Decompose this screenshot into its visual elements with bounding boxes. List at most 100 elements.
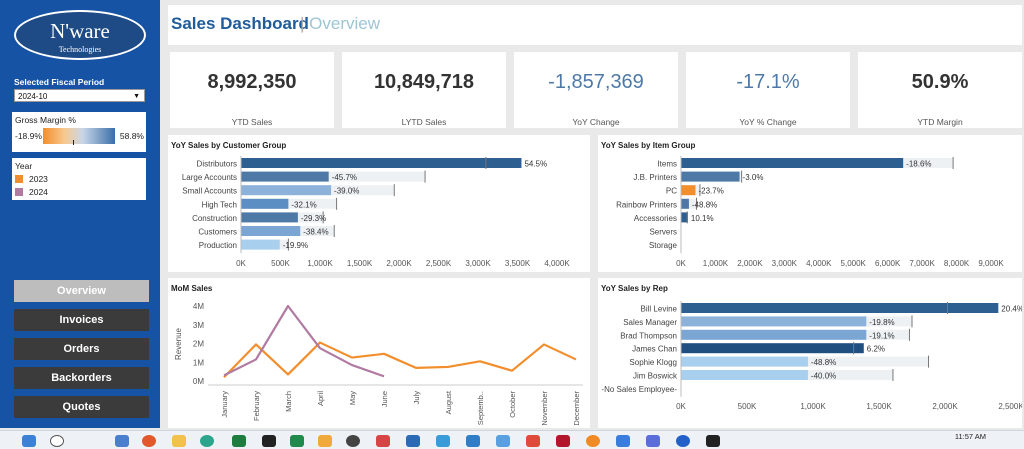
- logo-sub: Technologies: [58, 45, 102, 54]
- x-tick-label: 1,000K: [307, 259, 333, 268]
- app-icon[interactable]: [646, 435, 660, 447]
- chevron-down-icon: ▼: [133, 93, 140, 100]
- excel-icon[interactable]: [290, 435, 304, 447]
- bar-category-label: J.B. Printers: [633, 173, 677, 182]
- bar-data-label: -48.8%: [692, 200, 717, 209]
- x-tick-label: 8,000K: [944, 259, 970, 268]
- app-icon[interactable]: [466, 435, 480, 447]
- bar-category-label: James Chan: [632, 345, 677, 354]
- x-tick-label: Septemb..: [476, 391, 485, 425]
- bar-category-label: Customers: [198, 228, 237, 237]
- x-tick-label: May: [348, 391, 357, 405]
- windows-start-icon[interactable]: [22, 435, 36, 447]
- customer-group-chart-panel: YoY Sales by Customer Group Distributors…: [168, 135, 590, 272]
- nav-invoices-button[interactable]: Invoices: [14, 309, 149, 331]
- fiscal-period-select[interactable]: 2024-10 ▼: [14, 89, 145, 102]
- app-icon[interactable]: [318, 435, 332, 447]
- app-icon[interactable]: [115, 435, 129, 447]
- bar-data-label: -40.0%: [811, 372, 836, 381]
- nav-orders-button[interactable]: Orders: [14, 338, 149, 360]
- fiscal-period-value: 2024-10: [18, 92, 48, 101]
- fiscal-period-label: Selected Fiscal Period: [14, 77, 105, 87]
- bar-data-label: -45.7%: [332, 173, 357, 182]
- mail-icon[interactable]: [376, 435, 390, 447]
- kpi-value: -17.1%: [736, 71, 800, 93]
- y-axis-title: Revenue: [174, 327, 183, 360]
- bar: [681, 185, 696, 196]
- terminal-icon[interactable]: [706, 435, 720, 447]
- gross-margin-marker: [73, 140, 74, 145]
- x-tick-label: 2,500K: [998, 402, 1022, 411]
- legend-swatch: [15, 188, 23, 196]
- kpi-label: YTD Sales: [231, 117, 273, 127]
- chart-title: YoY Sales by Customer Group: [171, 141, 287, 150]
- item-group-chart: Items -18.6% J.B. Printers -3.0% PC -23.7% Rai…: [616, 156, 1004, 268]
- bar-data-label: 20.4%: [1001, 305, 1022, 314]
- app-icon[interactable]: [346, 435, 360, 447]
- nav-overview-button[interactable]: Overview: [14, 280, 149, 302]
- rep-sales-chart: Bill Levine 20.4% Sales Manager -19.8% Brad …: [601, 301, 1022, 411]
- x-tick-label: 2,000K: [386, 259, 412, 268]
- x-tick-label: October: [508, 391, 517, 418]
- chart-title: YoY Sales by Item Group: [601, 141, 696, 150]
- bar-category-label: Production: [199, 241, 237, 250]
- x-tick-label: January: [220, 391, 229, 418]
- browser-icon[interactable]: [142, 435, 156, 447]
- nav-backorders-button[interactable]: Backorders: [14, 367, 149, 389]
- pdf-icon[interactable]: [556, 435, 570, 447]
- x-tick-label: 9,000K: [978, 259, 1004, 268]
- x-tick-label: 3,000K: [465, 259, 491, 268]
- bar-category-label: Accessories: [634, 214, 677, 223]
- app-icon[interactable]: [676, 435, 690, 447]
- bar-category-label: Sales Manager: [623, 318, 677, 327]
- y-tick-label: 3M: [193, 321, 204, 330]
- x-tick-label: 1,000K: [703, 259, 729, 268]
- app-icon[interactable]: [200, 435, 214, 447]
- x-tick-label: July: [412, 391, 421, 405]
- windows-taskbar: 11:57 AM: [0, 430, 1024, 449]
- customer-group-chart: Distributors 54.5% Large Accounts -45.7% Sma…: [182, 156, 570, 268]
- x-tick-label: 3,500K: [505, 259, 531, 268]
- folder-icon[interactable]: [172, 435, 186, 447]
- app-icon[interactable]: [526, 435, 540, 447]
- word-icon[interactable]: [406, 435, 420, 447]
- app-icon[interactable]: [496, 435, 510, 447]
- bar-data-label: 54.5%: [524, 160, 547, 169]
- logo-brand: N'ware: [50, 19, 110, 43]
- x-tick-label: August: [444, 390, 453, 414]
- bar-data-label: -38.4%: [303, 228, 328, 237]
- bar-category-label: Jim Boswick: [633, 372, 678, 381]
- kpi-label: YTD Margin: [917, 117, 963, 127]
- x-tick-label: 4,000K: [544, 259, 570, 268]
- app-icon[interactable]: [586, 435, 600, 447]
- year-legend: Year 2023 2024: [12, 158, 146, 200]
- search-icon[interactable]: [50, 435, 64, 447]
- x-tick-label: February: [252, 391, 261, 421]
- app-icon[interactable]: [232, 435, 246, 447]
- year-legend-item-2024[interactable]: 2024: [15, 187, 48, 197]
- bar: [681, 316, 867, 327]
- bar-category-label: Storage: [649, 241, 678, 250]
- kpi-lytd-sales: 10,849,718 LYTD Sales: [342, 52, 506, 128]
- rep-sales-chart-panel: YoY Sales by Rep Bill Levine 20.4% Sales M…: [598, 278, 1022, 428]
- bar: [681, 343, 864, 354]
- year-legend-title: Year: [15, 161, 33, 171]
- app-icon[interactable]: [436, 435, 450, 447]
- bar-category-label: Distributors: [197, 160, 237, 169]
- nav-quotes-button[interactable]: Quotes: [14, 396, 149, 418]
- x-tick-label: 7,000K: [909, 259, 935, 268]
- bar-category-label: Small Accounts: [182, 187, 237, 196]
- mom-sales-chart-panel: MoM Sales 0M 1M 2M 3M 4M Revenue January Februa…: [168, 278, 590, 428]
- bar-category-label: Construction: [192, 214, 237, 223]
- app-icon[interactable]: [616, 435, 630, 447]
- year-legend-item-2023[interactable]: 2023: [15, 174, 48, 184]
- bar-data-label: -3.0%: [743, 173, 764, 182]
- kpi-value: 8,992,350: [207, 71, 297, 93]
- app-icon[interactable]: [262, 435, 276, 447]
- kpi-label: YoY Change: [572, 117, 620, 127]
- bar-category-label: Rainbow Printers: [616, 200, 677, 209]
- bar: [681, 171, 740, 182]
- bar-category-label: Large Accounts: [182, 173, 237, 182]
- chart-title: MoM Sales: [171, 284, 213, 293]
- x-tick-label: 0K: [676, 402, 686, 411]
